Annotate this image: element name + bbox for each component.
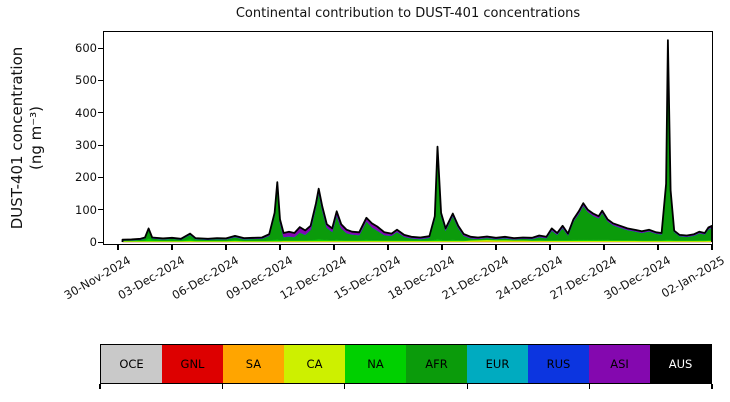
x-tick-mark <box>549 245 551 250</box>
x-tick-mark <box>495 245 497 250</box>
area-series-rus <box>122 41 713 241</box>
area-series-aus <box>122 40 713 241</box>
legend: OCE GNL SA CA NA AFR EUR RUS ASI AUS <box>100 344 712 384</box>
x-tick-mark <box>441 245 443 250</box>
chart-title: Continental contribution to DUST-401 con… <box>235 6 581 21</box>
x-tick-mark <box>333 245 335 250</box>
legend-item-eur: EUR <box>467 345 528 383</box>
x-tick-mark <box>225 245 227 250</box>
x-tick-mark <box>279 245 281 250</box>
y-axis-label: DUST-401 concentration (ng m⁻³) <box>8 47 46 230</box>
legend-tick-mark <box>711 384 713 389</box>
legend-item-label: EUR <box>485 357 510 371</box>
legend-item-ca: CA <box>284 345 345 383</box>
legend-item-label: SA <box>245 357 262 371</box>
area-series-asi <box>122 40 713 241</box>
y-tick-mark <box>98 47 103 49</box>
y-tick-label: 600 <box>75 41 97 56</box>
area-series-eur <box>122 42 713 241</box>
legend-tick-mark <box>588 384 591 389</box>
legend-tick-mark <box>466 384 468 389</box>
legend-item-na: NA <box>345 345 406 383</box>
legend-item-label: CA <box>306 357 323 371</box>
plot-area <box>103 31 713 245</box>
y-tick-label: 300 <box>75 138 97 153</box>
y-tick-mark <box>98 241 103 243</box>
legend-item-rus: RUS <box>528 345 589 383</box>
x-tick-mark <box>657 245 659 250</box>
legend-item-afr: AFR <box>406 345 467 383</box>
y-tick-label: 200 <box>75 170 97 185</box>
legend-tick-mark <box>344 384 346 389</box>
y-tick-mark <box>98 79 103 82</box>
x-tick-mark <box>387 245 389 250</box>
y-tick-mark <box>98 112 103 114</box>
legend-item-label: AFR <box>425 357 448 371</box>
legend-item-label: GNL <box>180 357 205 371</box>
legend-item-gnl: GNL <box>162 345 223 383</box>
y-tick-mark <box>98 209 103 211</box>
legend-tick-mark <box>99 384 101 389</box>
y-tick-mark <box>98 176 103 179</box>
area-series-afr <box>122 42 713 241</box>
legend-item-oce: OCE <box>101 345 162 383</box>
y-tick-label: 0 <box>89 235 97 249</box>
legend-item-label: OCE <box>119 357 144 371</box>
legend-item-label: NA <box>367 357 384 371</box>
legend-item-label: ASI <box>610 357 629 371</box>
y-tick-mark <box>98 144 103 146</box>
legend-item-aus: AUS <box>650 345 711 383</box>
x-tick-mark <box>171 245 173 250</box>
legend-item-label: RUS <box>546 357 571 371</box>
legend-item-sa: SA <box>223 345 284 383</box>
legend-item-asi: ASI <box>589 345 650 383</box>
y-tick-label: 500 <box>75 73 97 88</box>
legend-tick-mark <box>221 384 224 389</box>
x-tick-mark <box>603 245 605 250</box>
total-line <box>121 39 713 242</box>
y-tick-label: 400 <box>75 105 97 120</box>
stacked-area-chart <box>121 39 713 243</box>
y-axis-label-line1: DUST-401 concentration <box>8 46 26 230</box>
y-axis-label-line2: (ng m⁻³) <box>27 105 45 171</box>
legend-item-label: AUS <box>668 357 693 371</box>
x-tick-mark <box>117 245 119 250</box>
x-tick-mark <box>711 245 713 250</box>
y-tick-label: 100 <box>75 202 97 217</box>
